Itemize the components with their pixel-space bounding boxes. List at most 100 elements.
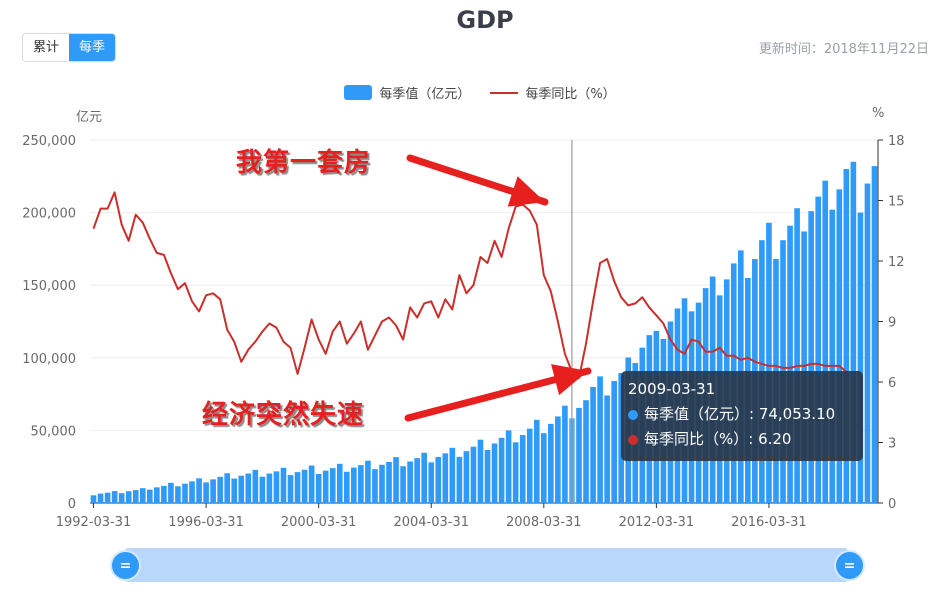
- data-bar: [590, 386, 596, 503]
- data-bar: [315, 473, 322, 503]
- mode-tabs: 累计 每季: [22, 33, 117, 62]
- datazoom-right-handle[interactable]: =: [836, 552, 863, 579]
- data-bar: [189, 481, 195, 503]
- data-bar: [498, 437, 505, 503]
- chart-title: GDP: [456, 6, 514, 34]
- x-tick-label: 2012-03-31: [619, 515, 695, 530]
- x-tick-label: 2000-03-31: [281, 515, 357, 530]
- y-left-tick-label: 100,000: [22, 352, 76, 367]
- tab-cumulative[interactable]: 累计: [23, 34, 70, 61]
- data-bar: [548, 423, 554, 503]
- data-bar: [294, 472, 301, 503]
- y-left-tick-label: 50,000: [31, 424, 77, 439]
- data-bar: [477, 439, 484, 503]
- data-bar: [168, 482, 174, 503]
- data-bar: [372, 469, 378, 503]
- growth-line: [92, 191, 847, 379]
- data-bar: [512, 442, 519, 503]
- data-bar: [329, 468, 336, 503]
- annotation-top: 我第一套房: [236, 148, 372, 178]
- data-bar: [491, 443, 498, 503]
- legend-item-line[interactable]: 每季同比（%）: [490, 83, 616, 102]
- data-bar: [850, 161, 857, 503]
- left-axis-unit: 亿元: [76, 110, 103, 125]
- legend-line-swatch: [490, 91, 519, 94]
- legend-bar-label: 每季值（亿元）: [379, 87, 471, 102]
- datazoom-left-handle[interactable]: =: [112, 552, 139, 579]
- data-bar: [428, 462, 435, 503]
- data-bar: [224, 473, 231, 503]
- legend-item-bar[interactable]: 每季值（亿元）: [344, 83, 470, 102]
- data-bar: [829, 209, 836, 504]
- data-bar: [526, 428, 533, 503]
- x-tick-label: 2004-03-31: [393, 515, 469, 530]
- x-tick-label: 2016-03-31: [731, 515, 807, 530]
- data-bar: [794, 208, 800, 503]
- y-right-tick-label: 0: [888, 497, 896, 512]
- datazoom-track[interactable]: [125, 548, 848, 582]
- data-bar: [808, 211, 814, 503]
- tooltip-line-dot: [628, 434, 638, 445]
- legend-line-label: 每季同比（%）: [525, 87, 616, 102]
- data-bar: [343, 471, 350, 503]
- data-bar: [175, 486, 181, 503]
- data-bar: [203, 482, 209, 503]
- data-bar: [505, 430, 512, 503]
- data-bar: [519, 435, 526, 503]
- x-tick-label: 2008-03-31: [506, 515, 582, 530]
- data-bar: [442, 453, 449, 503]
- data-bar: [555, 416, 561, 503]
- data-bar: [470, 446, 477, 503]
- data-bar: [484, 450, 491, 503]
- tooltip-line-row: 每季同比（%）: 6.20: [628, 427, 863, 452]
- data-bar: [540, 433, 547, 503]
- data-bar: [259, 476, 266, 503]
- y-right-tick-label: 6: [888, 376, 896, 391]
- tooltip-line-text: 每季同比（%）: 6.20: [644, 430, 792, 448]
- update-time: 更新时间：2018年11月22日: [758, 42, 929, 57]
- data-bar: [597, 376, 603, 503]
- data-bar: [217, 476, 223, 503]
- data-bar: [801, 231, 807, 503]
- tooltip-bar-dot: [628, 409, 638, 420]
- data-bar: [871, 166, 878, 504]
- data-bar: [463, 451, 470, 503]
- data-bar: [238, 475, 245, 503]
- tab-quarterly[interactable]: 每季: [69, 34, 116, 61]
- data-bar: [400, 466, 406, 503]
- data-bar: [351, 467, 357, 503]
- data-bar: [118, 493, 125, 503]
- data-bar: [379, 464, 385, 503]
- data-bar: [766, 222, 772, 503]
- y-left-tick-label: 200,000: [22, 207, 76, 222]
- data-bar: [252, 469, 259, 503]
- data-bar: [301, 469, 308, 503]
- data-bar: [576, 407, 582, 503]
- tooltip-bar-text: 每季值（亿元）: 74,053.10: [644, 405, 836, 423]
- data-bar: [231, 478, 238, 503]
- y-right-tick-label: 18: [888, 134, 905, 149]
- x-tick-label: 1992-03-31: [56, 515, 132, 530]
- tooltip-bar-row: 每季值（亿元）: 74,053.10: [628, 402, 863, 427]
- data-bar: [132, 490, 139, 503]
- y-left-tick-label: 150,000: [22, 279, 76, 294]
- data-bar: [386, 461, 392, 503]
- data-bar: [210, 479, 216, 503]
- data-bar: [336, 463, 343, 503]
- data-bar: [308, 465, 315, 503]
- data-bar: [245, 473, 252, 503]
- data-bar: [104, 492, 111, 503]
- data-bar: [139, 488, 146, 503]
- y-left-tick-label: 250,000: [22, 134, 76, 149]
- data-bar: [97, 493, 104, 503]
- y-left-tick-label: 0: [68, 497, 76, 512]
- data-bar: [287, 475, 294, 503]
- data-bar: [414, 458, 420, 503]
- data-bar: [358, 465, 364, 503]
- data-bar: [435, 456, 442, 503]
- data-bar: [421, 452, 428, 503]
- data-bar: [196, 478, 202, 503]
- data-bar: [583, 400, 589, 503]
- data-bar: [611, 381, 617, 503]
- data-bar: [604, 395, 610, 503]
